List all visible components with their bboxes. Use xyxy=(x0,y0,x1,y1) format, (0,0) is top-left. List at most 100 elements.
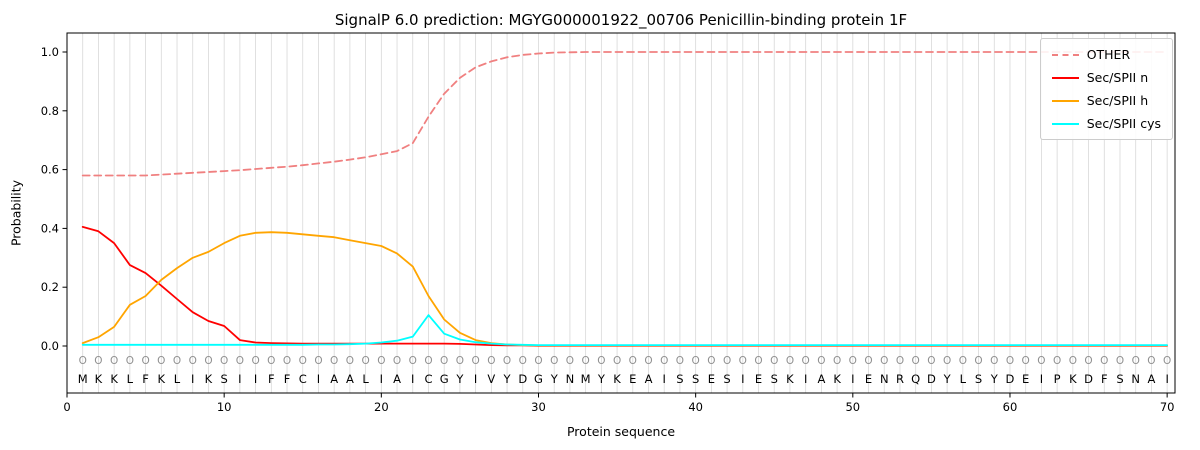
x-axis-label: Protein sequence xyxy=(566,424,676,439)
position-label: O xyxy=(204,355,212,367)
position-label: O xyxy=(157,355,165,367)
axis-ticks xyxy=(62,51,1168,398)
position-label: O xyxy=(1037,355,1045,367)
position-label: O xyxy=(943,355,951,367)
x-tick-label: 60 xyxy=(1003,400,1018,414)
position-label: O xyxy=(1132,355,1140,367)
position-label: O xyxy=(959,355,967,367)
sequence-letter: Y xyxy=(943,372,952,386)
legend-item-other: OTHER xyxy=(1051,47,1161,62)
sequence-letter: D xyxy=(1006,372,1015,386)
sequence-letter: S xyxy=(676,372,683,386)
sequence-letter: C xyxy=(424,372,432,386)
position-label: O xyxy=(613,355,621,367)
sequence-letter: I xyxy=(254,372,257,386)
legend-item-sec-spii-h: Sec/SPII h xyxy=(1051,93,1161,108)
position-label: O xyxy=(1147,355,1155,367)
position-label: O xyxy=(110,355,118,367)
sequence-letter: D xyxy=(1084,372,1093,386)
sequence-letter: S xyxy=(221,372,228,386)
sequence-letter: N xyxy=(1131,372,1140,386)
position-label: O xyxy=(707,355,715,367)
series-line-sec-spii-h xyxy=(81,231,1168,347)
legend-line-sample-sec-spii-n xyxy=(1051,76,1079,79)
sequence-letter: R xyxy=(896,372,904,386)
sequence-letter: S xyxy=(1116,372,1123,386)
position-label: O xyxy=(409,355,417,367)
sequence-letter: I xyxy=(191,372,194,386)
position-label: O xyxy=(361,355,369,367)
position-label: O xyxy=(802,355,810,367)
sequence-letter: Y xyxy=(503,372,512,386)
position-label: O xyxy=(660,355,668,367)
legend-line-sample-sec-spii-h xyxy=(1051,99,1079,102)
sequence-letter: K xyxy=(95,372,103,386)
y-tick-label: 0.4 xyxy=(41,221,59,235)
series-line-sec-spii-cys xyxy=(81,314,1168,347)
position-label: O xyxy=(440,355,448,367)
position-label: O xyxy=(1006,355,1014,367)
legend-line-sample-sec-spii-cys xyxy=(1051,122,1079,125)
sequence-letter: I xyxy=(851,372,854,386)
sequence-letter: I xyxy=(411,372,414,386)
position-label: O xyxy=(1163,355,1171,367)
position-label: O xyxy=(346,355,354,367)
sequence-letter: I xyxy=(1040,372,1043,386)
position-label: O xyxy=(864,355,872,367)
sequence-letter: S xyxy=(692,372,699,386)
position-label: O xyxy=(566,355,574,367)
position-label: O xyxy=(912,355,920,367)
position-label: O xyxy=(173,355,181,367)
y-tick-label: 1.0 xyxy=(41,45,59,59)
sequence-letter: M xyxy=(581,372,591,386)
position-label: O xyxy=(550,355,558,367)
sequence-letter: F xyxy=(142,372,149,386)
x-tick-label: 0 xyxy=(63,400,70,414)
sequence-letter: E xyxy=(1022,372,1029,386)
sequence-letter: N xyxy=(880,372,889,386)
sequence-letter: A xyxy=(645,372,653,386)
sequence-letter: Y xyxy=(455,372,464,386)
sequence-letter: I xyxy=(380,372,383,386)
sequence-letter: G xyxy=(534,372,543,386)
y-tick-label: 0.0 xyxy=(41,339,59,353)
position-label: O xyxy=(644,355,652,367)
sequence-letter: I xyxy=(804,372,807,386)
position-label: O xyxy=(267,355,275,367)
sequence-letter: K xyxy=(110,372,118,386)
position-label: O xyxy=(833,355,841,367)
sequence-letter: C xyxy=(299,372,307,386)
x-tick-label: 40 xyxy=(688,400,703,414)
position-label: O xyxy=(471,355,479,367)
sequence-letter: V xyxy=(487,372,495,386)
position-label: O xyxy=(503,355,511,367)
sequence-letter: K xyxy=(833,372,841,386)
legend: OTHER Sec/SPII n Sec/SPII h Sec/SPII cys xyxy=(1039,38,1173,140)
sequence-letter: E xyxy=(755,372,762,386)
sequence-letter: E xyxy=(865,372,872,386)
position-label: O xyxy=(519,355,527,367)
legend-line-sample-other xyxy=(1051,53,1079,56)
position-label: O xyxy=(251,355,259,367)
sequence-letter: I xyxy=(238,372,241,386)
position-label: O xyxy=(849,355,857,367)
sequence-letter: A xyxy=(1147,372,1155,386)
x-tick-label: 30 xyxy=(531,400,546,414)
x-tick-label: 70 xyxy=(1160,400,1175,414)
position-label: O xyxy=(79,355,87,367)
plot-border xyxy=(66,32,1176,394)
legend-label-sec-spii-cys: Sec/SPII cys xyxy=(1086,116,1161,131)
series-line-other xyxy=(81,51,1168,177)
y-tick-label: 0.2 xyxy=(41,280,59,294)
legend-label-sec-spii-n: Sec/SPII n xyxy=(1086,70,1149,85)
legend-item-sec-spii-cys: Sec/SPII cys xyxy=(1051,116,1161,131)
position-label: O xyxy=(927,355,935,367)
position-label: O xyxy=(534,355,542,367)
position-label: O xyxy=(676,355,684,367)
position-label: O xyxy=(723,355,731,367)
position-label: O xyxy=(1053,355,1061,367)
sequence-letter: I xyxy=(741,372,744,386)
position-label: O xyxy=(1100,355,1108,367)
sequence-letter: F xyxy=(1101,372,1108,386)
